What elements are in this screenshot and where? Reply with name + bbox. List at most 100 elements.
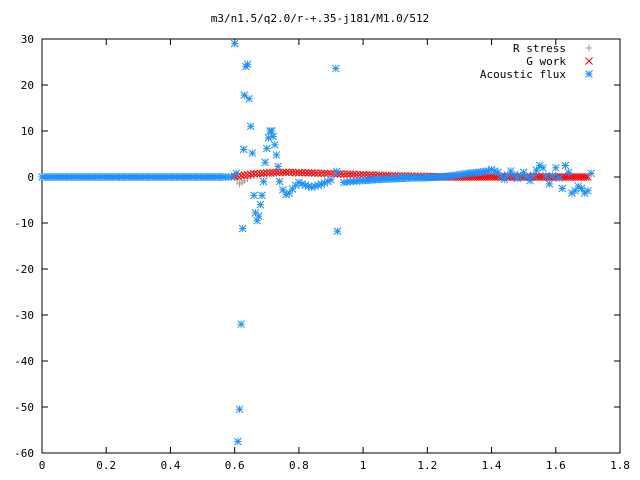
x-tick-label: 0: [39, 459, 46, 472]
data-point-fill: [304, 169, 313, 177]
legend-marker: [585, 70, 593, 78]
data-point: [269, 168, 278, 177]
data-point: [532, 166, 541, 174]
series-acoustic-flux: [38, 39, 595, 446]
data-point-fill: [272, 168, 281, 177]
data-point: [352, 170, 361, 179]
data-point-fill: [285, 168, 294, 177]
data-point: [584, 186, 592, 195]
data-point: [250, 191, 258, 200]
y-tick-label: -50: [14, 401, 34, 414]
data-point-fill: [259, 169, 268, 177]
data-point: [285, 189, 294, 197]
data-point: [248, 149, 257, 157]
data-point: [571, 186, 579, 195]
data-point: [500, 175, 509, 184]
data-point: [272, 151, 281, 159]
data-point-fill: [240, 171, 249, 180]
data-point: [262, 169, 271, 177]
data-point: [254, 212, 263, 220]
plot-frame: [41, 38, 621, 454]
data-point-fill: [278, 168, 287, 177]
y-tick-label: -20: [14, 263, 34, 276]
y-tick-label: 10: [21, 125, 34, 138]
data-point-fill: [298, 169, 306, 177]
data-point: [275, 168, 284, 177]
data-point-fill: [291, 168, 300, 177]
y-tick-label: 0: [27, 171, 34, 184]
data-point: [346, 170, 355, 179]
data-point: [258, 191, 266, 200]
marks-layer: [38, 39, 595, 446]
data-point: [232, 169, 241, 178]
data-point: [519, 168, 528, 177]
data-point: [288, 168, 297, 177]
data-point: [327, 175, 335, 184]
data-point-fill: [581, 173, 590, 181]
x-tick-label: 1.8: [610, 459, 630, 472]
data-point: [267, 127, 276, 135]
data-point: [256, 169, 265, 178]
data-point-fill: [323, 169, 332, 178]
data-point-fill: [555, 174, 563, 183]
data-point-fill: [317, 169, 326, 178]
data-point: [269, 132, 278, 141]
data-point-fill: [542, 171, 550, 180]
data-point-fill: [253, 169, 261, 178]
data-point: [333, 227, 342, 236]
legend-label: Acoustic flux: [480, 68, 566, 81]
data-point-fill: [246, 170, 255, 179]
x-tick-label: 0.6: [225, 459, 245, 472]
data-point: [545, 180, 554, 188]
data-point: [245, 94, 253, 103]
data-point: [256, 200, 265, 209]
y-tick-label: 20: [21, 79, 34, 92]
data-point: [237, 320, 245, 329]
x-tick-label: 0.4: [161, 459, 181, 472]
data-point: [238, 224, 247, 233]
chart-title: m3/n1.5/q2.0/r-+.35-j181/M1.0/512: [211, 12, 430, 25]
x-tick-label: 1.6: [546, 459, 566, 472]
data-point: [250, 169, 258, 178]
data-point: [230, 39, 239, 48]
data-point: [259, 177, 268, 186]
data-point: [262, 144, 271, 153]
y-tick-label: -10: [14, 217, 34, 230]
data-point: [264, 134, 273, 142]
y-tick-label: -60: [14, 447, 34, 460]
legend-marker: [585, 57, 593, 65]
x-tick-label: 0.8: [289, 459, 309, 472]
data-point: [320, 169, 329, 178]
data-point: [235, 405, 244, 414]
legend-marker: [585, 44, 593, 52]
data-point-fill: [529, 171, 538, 180]
y-tick-label: -30: [14, 309, 34, 322]
data-point: [564, 168, 573, 177]
data-point: [561, 161, 570, 170]
data-point: [307, 169, 316, 177]
data-point-fill: [311, 169, 319, 177]
x-tick-label: 1: [360, 459, 367, 472]
data-point: [314, 169, 323, 178]
data-point-fill: [349, 170, 358, 179]
data-point: [558, 184, 567, 193]
data-point: [339, 170, 348, 179]
data-point: [331, 64, 340, 73]
x-tick-label: 1.4: [482, 459, 502, 472]
data-point: [243, 60, 252, 69]
y-tick-label: -40: [14, 355, 34, 368]
data-point: [240, 91, 249, 99]
data-point: [301, 169, 310, 177]
data-point: [295, 169, 303, 177]
data-point: [539, 163, 547, 172]
data-point: [332, 167, 341, 176]
data-point: [239, 145, 248, 154]
data-point: [274, 162, 282, 171]
legend-label: R stress: [513, 42, 566, 55]
data-point: [526, 176, 534, 185]
data-point-fill: [548, 171, 557, 180]
data-point: [270, 140, 279, 149]
